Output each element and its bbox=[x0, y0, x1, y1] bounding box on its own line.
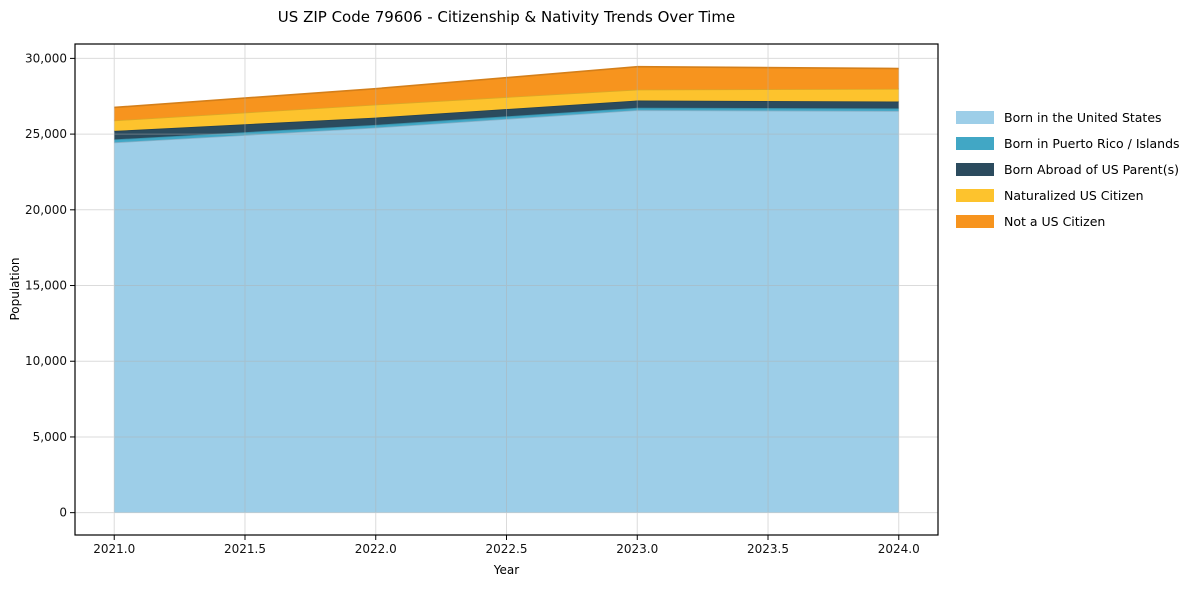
x-tick-label: 2021.5 bbox=[224, 542, 266, 556]
grid-lines bbox=[75, 44, 938, 535]
x-tick-label: 2022.5 bbox=[486, 542, 528, 556]
legend-swatch bbox=[956, 136, 994, 150]
legend-label: Born Abroad of US Parent(s) bbox=[1004, 161, 1179, 177]
x-tick-label: 2021.0 bbox=[93, 542, 135, 556]
x-axis-label: Year bbox=[493, 563, 520, 577]
x-tick-label: 2023.5 bbox=[747, 542, 789, 556]
axes-ticks: 2021.0 2021.5 2022.0 2022.5 2023.0 2023.5 2024… bbox=[25, 51, 920, 556]
y-axis-label: Population bbox=[8, 257, 22, 321]
legend-swatch bbox=[956, 110, 994, 124]
area-born-in-the-united-states bbox=[114, 110, 899, 513]
legend-item: Born Abroad of US Parent(s) bbox=[956, 156, 1180, 182]
x-tick-label: 2023.0 bbox=[616, 542, 658, 556]
legend-swatch bbox=[956, 214, 994, 228]
legend-label: Born in Puerto Rico / Islands bbox=[1004, 135, 1180, 151]
legend-item: Not a US Citizen bbox=[956, 208, 1180, 234]
chart-areas bbox=[114, 65, 899, 513]
legend-swatch bbox=[956, 188, 994, 202]
legend-label: Not a US Citizen bbox=[1004, 213, 1106, 229]
chart-title: US ZIP Code 79606 - Citizenship & Nativi… bbox=[277, 8, 736, 26]
y-tick-label: 25,000 bbox=[25, 127, 67, 141]
y-tick-label: 5,000 bbox=[33, 430, 67, 444]
x-tick-label: 2024.0 bbox=[878, 542, 920, 556]
legend-label: Naturalized US Citizen bbox=[1004, 187, 1144, 203]
area-top-edge bbox=[114, 65, 899, 109]
area-born-abroad-of-us-parent-s bbox=[114, 100, 899, 140]
area-not-a-us-citizen bbox=[114, 66, 899, 121]
x-tick-label: 2022.0 bbox=[355, 542, 397, 556]
legend-label: Born in the United States bbox=[1004, 109, 1162, 125]
y-tick-label: 15,000 bbox=[25, 279, 67, 293]
y-tick-label: 10,000 bbox=[25, 354, 67, 368]
y-tick-label: 20,000 bbox=[25, 203, 67, 217]
y-tick-label: 30,000 bbox=[25, 51, 67, 65]
legend-swatch bbox=[956, 162, 994, 176]
legend-item: Naturalized US Citizen bbox=[956, 182, 1180, 208]
legend-item: Born in the United States bbox=[956, 104, 1180, 130]
legend: Born in the United States Born in Puerto … bbox=[956, 104, 1180, 234]
legend-item: Born in Puerto Rico / Islands bbox=[956, 130, 1180, 156]
y-tick-label: 0 bbox=[59, 506, 67, 520]
area-naturalized-us-citizen bbox=[114, 88, 899, 131]
